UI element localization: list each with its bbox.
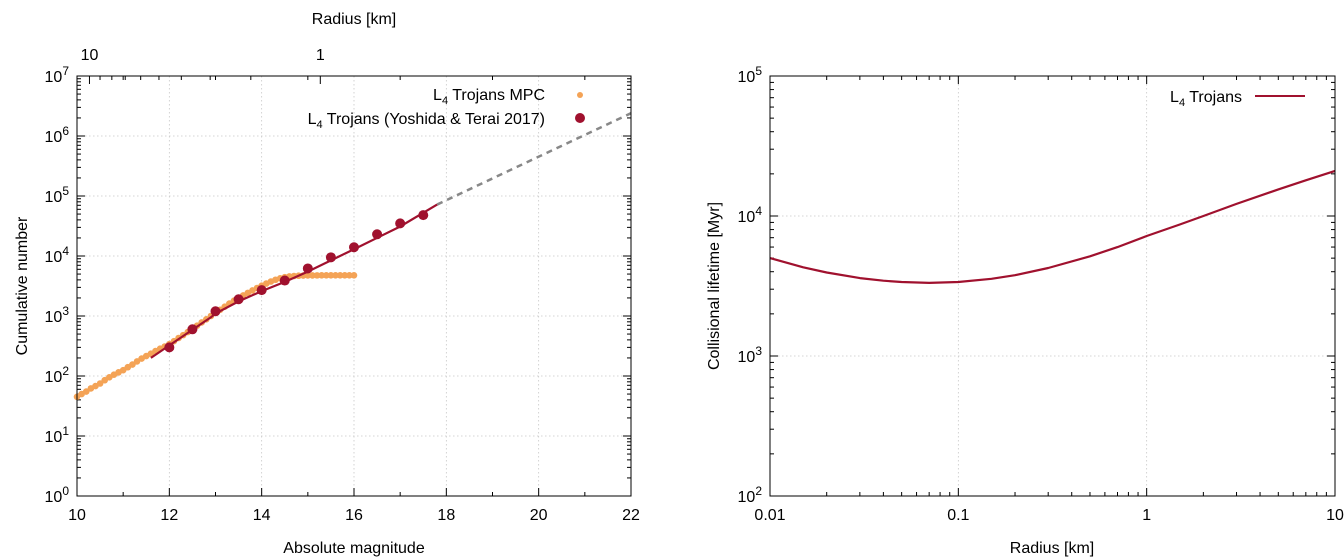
p1-mpc-point: [350, 271, 358, 279]
p1-x-tick-label: 16: [345, 507, 363, 524]
p1-yt-point: [302, 263, 313, 274]
p1-mpc-point: [318, 272, 325, 279]
p2-x-tick-label: 10: [1326, 507, 1344, 524]
p1-mpc-point: [96, 380, 104, 387]
p2-y-tick-label: 103: [738, 344, 763, 366]
p1-y-tick-label: 104: [45, 244, 70, 266]
p2-y-axis-label: Collisional lifetime [Myr]: [706, 202, 723, 370]
p1-yt-point: [233, 294, 244, 305]
p1-y-tick-label: 103: [45, 304, 70, 326]
collisional-lifetime-chart: 0.01 0.1 1 10 102 103 104 105 Radius [km] Colli…: [706, 64, 1344, 557]
p1-x-tick-label: 10: [68, 507, 86, 524]
p1-mpc-point: [309, 272, 316, 279]
p1-x-tick-label: 12: [160, 507, 178, 524]
p1-yt-point: [187, 324, 198, 335]
p1-yt-point: [256, 285, 267, 296]
p1-x-axis-label: Absolute magnitude: [283, 540, 425, 557]
p1-yt-point: [164, 342, 175, 353]
p1-y-axis-label: Cumulative number: [14, 216, 31, 355]
p1-mpc-point: [346, 271, 353, 279]
p1-legend-marker-yt: [575, 113, 585, 123]
p2-frame: [769, 75, 1336, 497]
p1-x2-tick-label: 1: [316, 47, 325, 64]
p1-legend-marker-mpc: [577, 92, 583, 98]
p2-ticks: 0.01 0.1 1 10 102 103 104 105: [738, 64, 1344, 524]
p1-y-tick-label: 100: [45, 484, 70, 506]
p1-fit-line: [150, 203, 438, 359]
p1-frame: [76, 75, 632, 497]
p1-mpc-point: [82, 388, 90, 395]
p2-legend-label: L4 Trojans: [1170, 89, 1242, 109]
p1-mpc-point: [323, 272, 330, 279]
p2-x-tick-label: 0.1: [947, 507, 969, 524]
p1-legend-label-yt: L4 Trojans (Yoshida & Terai 2017): [308, 111, 545, 131]
p1-mpc-point: [313, 272, 321, 279]
p1-mpc-point: [336, 272, 344, 279]
p1-y-tick-label: 101: [45, 424, 70, 446]
p1-y-tick-label: 105: [45, 184, 70, 206]
p1-yt-point: [210, 306, 221, 317]
p1-extrapolation-line: [436, 112, 632, 206]
p1-x-tick-label: 22: [622, 507, 640, 524]
p1-grid: [77, 76, 631, 496]
p2-y-tick-label: 105: [738, 64, 763, 86]
p2-y-tick-label: 102: [738, 484, 763, 506]
p1-mpc-point: [129, 361, 136, 368]
p1-yt-point: [349, 242, 359, 253]
p1-yt-point: [372, 229, 383, 240]
p1-y-tick-label: 102: [45, 364, 70, 386]
p1-x2-axis-label: Radius [km]: [312, 11, 396, 28]
p1-x-tick-label: 14: [253, 507, 271, 524]
p1-yt-point: [325, 252, 336, 263]
p1-mpc-point: [304, 272, 312, 279]
p1-legend: L4 Trojans MPC L4 Trojans (Yoshida & Ter…: [308, 87, 585, 131]
p1-y-tick-label: 107: [45, 64, 70, 86]
p1-x-tick-label: 20: [530, 507, 548, 524]
p1-yt-point: [395, 218, 406, 229]
p1-x-tick-label: 18: [437, 507, 455, 524]
p1-mpc-point: [327, 272, 335, 279]
p1-x2-tick-label: 10: [81, 47, 99, 64]
p2-lifetime-line: [769, 169, 1336, 284]
p1-plot-area: [73, 112, 632, 401]
p1-yt-point: [418, 210, 429, 221]
p2-y-tick-label: 104: [738, 204, 763, 226]
p1-legend-label-mpc: L4 Trojans MPC: [433, 87, 545, 107]
p2-x-tick-label: 1: [1142, 507, 1151, 524]
p2-plot-area: [769, 169, 1336, 284]
p1-yt-point: [279, 275, 290, 286]
p2-x-axis-label: Radius [km]: [1010, 540, 1094, 557]
p2-legend: L4 Trojans: [1170, 89, 1305, 109]
p1-mpc-point: [341, 272, 349, 279]
p2-x-tick-label: 0.01: [754, 507, 785, 524]
p1-mpc-point: [332, 272, 339, 279]
p2-grid: [770, 76, 1335, 496]
p1-y-tick-label: 106: [45, 124, 70, 146]
